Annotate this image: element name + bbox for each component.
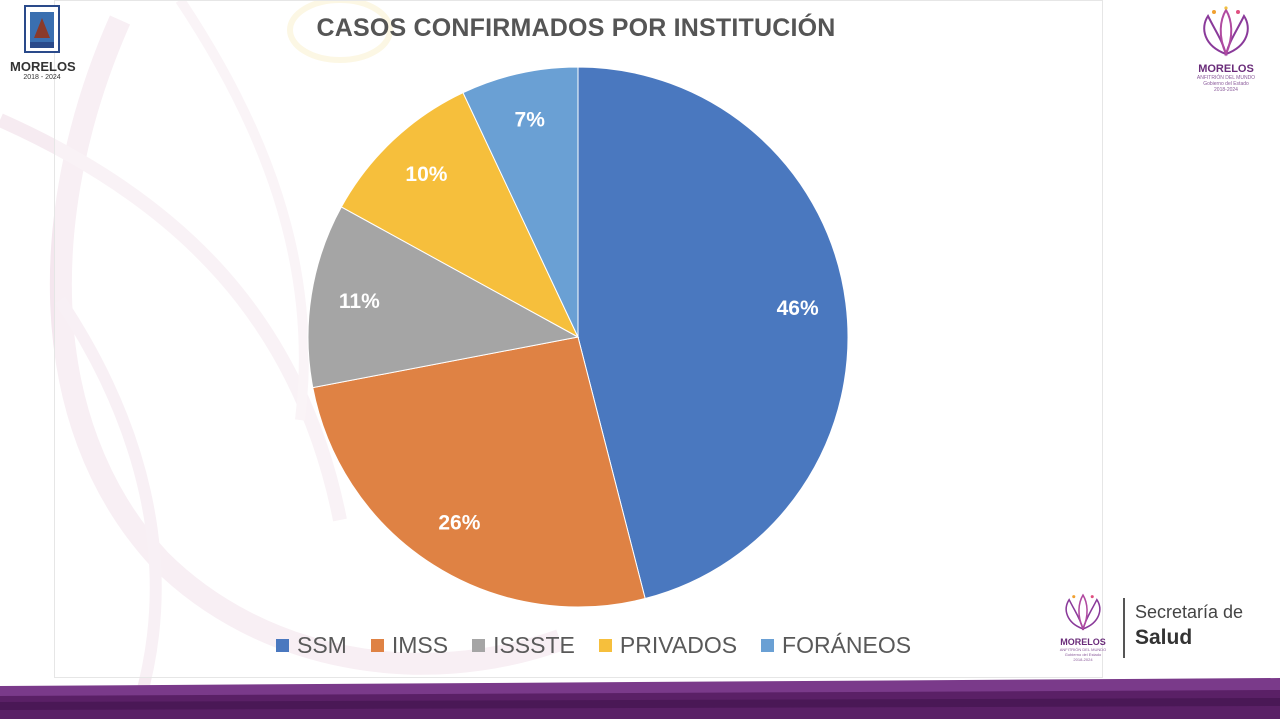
legend-label-imss: IMSS <box>391 631 449 658</box>
legend-swatch-foraneos <box>761 638 775 652</box>
lotus-flower-icon <box>1203 6 1249 57</box>
brand-tagline: ANFITRIÓN DEL MUNDO <box>1196 75 1256 81</box>
footer-brand-tagline: ANFITRIÓN DEL MUNDO <box>1059 647 1107 652</box>
legend-item-issste: ISSSTE <box>472 632 575 659</box>
salud-divider <box>1123 598 1125 658</box>
lotus-flower-icon <box>1065 593 1101 631</box>
state-years: 2018 - 2024 <box>23 74 61 81</box>
brand-name: MORELOS <box>1198 63 1254 75</box>
pie-slice-privados <box>340 92 580 339</box>
legend-swatch-privados <box>598 638 612 652</box>
legend-swatch-issste <box>472 638 486 652</box>
pie-slice-imss <box>312 336 646 608</box>
footer-brand-sub: Gobierno del Estado <box>1064 652 1102 657</box>
legend-item-imss: IMSS <box>370 631 449 659</box>
salud-label: Salud <box>1135 626 1193 649</box>
pie-slice-ssm <box>577 66 849 600</box>
legend-swatch-imss <box>370 638 384 652</box>
footer-brand-name: MORELOS <box>1060 637 1106 647</box>
legend-label-issste: ISSSTE <box>493 631 575 658</box>
pie-slice-foraneos <box>462 66 579 338</box>
state-seal-icon <box>24 5 60 53</box>
legend-label-privados: PRIVADOS <box>619 631 738 658</box>
legend-label-foraneos: FORÁNEOS <box>782 631 912 658</box>
legend-swatch-ssm <box>276 638 289 652</box>
chart-legend: SSM IMSS ISSSTE PRIVADOS FORÁNEOS <box>276 630 911 660</box>
pie-slice-issste <box>307 206 580 389</box>
data-label-foraneos: 7% <box>515 108 546 131</box>
secretaria-salud-logo: MORELOS ANFITRIÓN DEL MUNDO Gobierno del… <box>1050 592 1260 664</box>
state-seal-logo: MORELOS 2018 - 2024 <box>10 4 76 81</box>
brand-sub-years: 2018-2024 <box>1214 87 1238 93</box>
footer-brand-logo: MORELOS ANFITRIÓN DEL MUNDO Gobierno del… <box>1050 592 1116 662</box>
legend-item-foraneos: FORÁNEOS <box>761 632 911 659</box>
legend-label-ssm: SSM <box>297 631 347 658</box>
footer-brand-sub-years: 2018-2024 <box>1073 657 1093 662</box>
data-label-privados: 10% <box>405 163 447 186</box>
data-label-ssm: 46% <box>777 297 819 320</box>
bottom-decorative-band <box>0 678 1280 719</box>
brand-sub: Gobierno del Estado <box>1203 81 1249 87</box>
legend-item-privados: PRIVADOS <box>598 631 738 659</box>
morelos-brand-logo: MORELOS ANFITRIÓN DEL MUNDO Gobierno del… <box>1186 6 1266 93</box>
secretaria-label: Secretaría de <box>1135 602 1244 622</box>
data-label-imss: 26% <box>438 511 480 534</box>
data-label-issste: 11% <box>339 290 380 313</box>
legend-item-ssm: SSM <box>276 632 347 659</box>
state-name: MORELOS <box>10 59 76 74</box>
chart-title: CASOS CONFIRMADOS POR INSTITUCIÓN <box>316 14 836 42</box>
